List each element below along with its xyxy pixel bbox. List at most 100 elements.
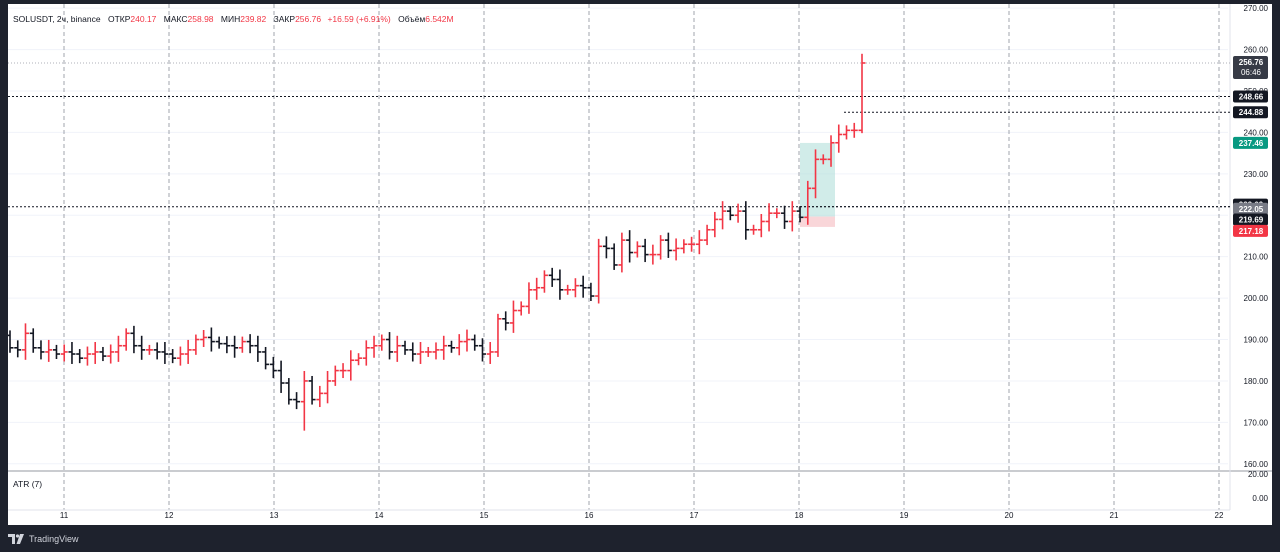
atr-indicator-label[interactable]: ATR (7) bbox=[13, 479, 43, 489]
x-tick-label: 18 bbox=[795, 511, 804, 520]
level-label-bg bbox=[1233, 202, 1268, 215]
target-label: 237.46 bbox=[1233, 136, 1268, 149]
ohlc-bar bbox=[602, 236, 610, 259]
y-tick-label: 270.00 bbox=[1244, 4, 1269, 13]
legend-open-label: ОТКР bbox=[107, 14, 131, 24]
stop-label-bg bbox=[1233, 224, 1268, 237]
ohlc-bar bbox=[238, 336, 246, 353]
ohlc-bar bbox=[424, 346, 432, 357]
tradingview-logo-icon bbox=[8, 534, 24, 544]
ohlc-bar bbox=[378, 334, 386, 351]
y-tick-label: 210.00 bbox=[1244, 253, 1269, 262]
ohlc-bar bbox=[641, 238, 649, 263]
legend-high-value: 258.98 bbox=[187, 14, 214, 24]
ohlc-bar bbox=[664, 232, 672, 258]
legend-close-value: 256.76 bbox=[295, 14, 322, 24]
ohlc-bar bbox=[494, 313, 502, 357]
ohlc-bar bbox=[478, 338, 486, 362]
y-tick-label: 180.00 bbox=[1244, 377, 1269, 386]
ohlc-bar bbox=[169, 349, 177, 364]
ohlc-bar bbox=[207, 327, 215, 352]
ohlc-bar bbox=[517, 301, 525, 316]
chart-panel[interactable]: 160.00 170.00 180.00 190.00 200.00 210.00 22 0.… bbox=[8, 4, 1272, 525]
ohlc-bar bbox=[370, 335, 378, 358]
ohlc-bar bbox=[176, 346, 184, 366]
ohlc-bar bbox=[29, 328, 37, 353]
ohlc-bar bbox=[688, 236, 696, 252]
ohlc-bar bbox=[680, 239, 688, 254]
level-label: 222.05 bbox=[1233, 202, 1268, 215]
ohlc-bar bbox=[471, 334, 479, 351]
ohlc-bar bbox=[68, 342, 76, 364]
ohlc-bar bbox=[773, 208, 781, 219]
ohlc-bar bbox=[726, 206, 734, 221]
level-label: 244.88 bbox=[1233, 106, 1268, 119]
ohlc-bar bbox=[571, 278, 579, 298]
ohlc-bar bbox=[393, 335, 401, 362]
y-tick-label: 170.00 bbox=[1244, 418, 1269, 427]
ohlc-bar bbox=[633, 241, 641, 258]
x-tick-label: 13 bbox=[270, 511, 279, 520]
ohlc-bar bbox=[556, 269, 564, 300]
ohlc-bar bbox=[417, 342, 425, 364]
ohlc-bar bbox=[757, 214, 765, 238]
ohlc-bar bbox=[83, 346, 91, 366]
x-tick-label: 21 bbox=[1110, 511, 1119, 520]
x-tick-label: 16 bbox=[585, 511, 594, 520]
x-tick-label: 15 bbox=[480, 511, 489, 520]
ohlc-bar bbox=[76, 349, 84, 364]
ohlc-bar bbox=[386, 332, 394, 360]
x-tick-label: 14 bbox=[375, 511, 384, 520]
ohlc-bar bbox=[8, 330, 14, 353]
ohlc-bar bbox=[215, 336, 223, 349]
tradingview-footer[interactable]: TradingView bbox=[8, 532, 79, 546]
ohlc-bar bbox=[835, 124, 843, 153]
legend-low-label: МИН bbox=[220, 14, 241, 24]
ohlc-bar bbox=[455, 334, 463, 356]
level-label: 248.66 bbox=[1233, 90, 1268, 103]
current-price-text: 256.76 bbox=[1239, 58, 1264, 67]
y-tick-label: 240.00 bbox=[1244, 128, 1269, 137]
ohlc-bar bbox=[463, 329, 471, 352]
y-tick-label: 230.00 bbox=[1244, 170, 1269, 179]
ohlc-bar bbox=[37, 340, 45, 360]
ohlc-bar bbox=[324, 371, 332, 404]
ohlc-bar bbox=[610, 243, 618, 270]
ohlc-bar bbox=[277, 360, 285, 393]
ohlc-bar bbox=[401, 340, 409, 355]
ohlc-bar bbox=[742, 201, 750, 240]
ohlc-bar bbox=[440, 335, 448, 360]
x-tick-label: 19 bbox=[900, 511, 909, 520]
ohlc-bar bbox=[161, 342, 169, 364]
ohlc-bar bbox=[114, 335, 122, 362]
x-tick-label: 11 bbox=[60, 511, 69, 520]
ohlc-bar bbox=[509, 300, 517, 333]
ohlc-bar bbox=[827, 135, 835, 167]
ohlc-bar bbox=[788, 201, 796, 232]
countdown-text: 06:46 bbox=[1241, 68, 1262, 77]
stop-label: 217.18 bbox=[1233, 224, 1268, 237]
entry-label-text: 219.69 bbox=[1239, 216, 1264, 225]
ohlc-bar bbox=[107, 344, 115, 364]
ohlc-bar bbox=[781, 205, 789, 229]
level-label-bg bbox=[1233, 90, 1268, 103]
y-tick-label: 160.00 bbox=[1244, 460, 1269, 469]
ohlc-bar bbox=[796, 206, 804, 223]
price-chart[interactable]: 160.00 170.00 180.00 190.00 200.00 210.00 22 0.… bbox=[8, 4, 1272, 525]
ohlc-bar bbox=[223, 336, 231, 354]
entry-label-bg bbox=[1233, 213, 1268, 226]
x-tick-label: 12 bbox=[165, 511, 174, 520]
ohlc-bar bbox=[719, 201, 727, 230]
legend-change: +16.59 (+6.91%) bbox=[327, 14, 391, 24]
ohlc-bar bbox=[254, 335, 262, 362]
ohlc-bar bbox=[153, 342, 161, 360]
ohlc-bar bbox=[672, 238, 680, 261]
ohlc-bar bbox=[14, 340, 22, 358]
legend-high-label: МАКС bbox=[163, 14, 188, 24]
ohlc-bar bbox=[409, 342, 417, 362]
x-tick-label: 22 bbox=[1215, 511, 1224, 520]
ohlc-bar bbox=[540, 270, 548, 293]
ohlc-bar bbox=[347, 350, 355, 381]
ohlc-bar bbox=[765, 203, 773, 232]
y-tick-label: 190.00 bbox=[1244, 336, 1269, 345]
